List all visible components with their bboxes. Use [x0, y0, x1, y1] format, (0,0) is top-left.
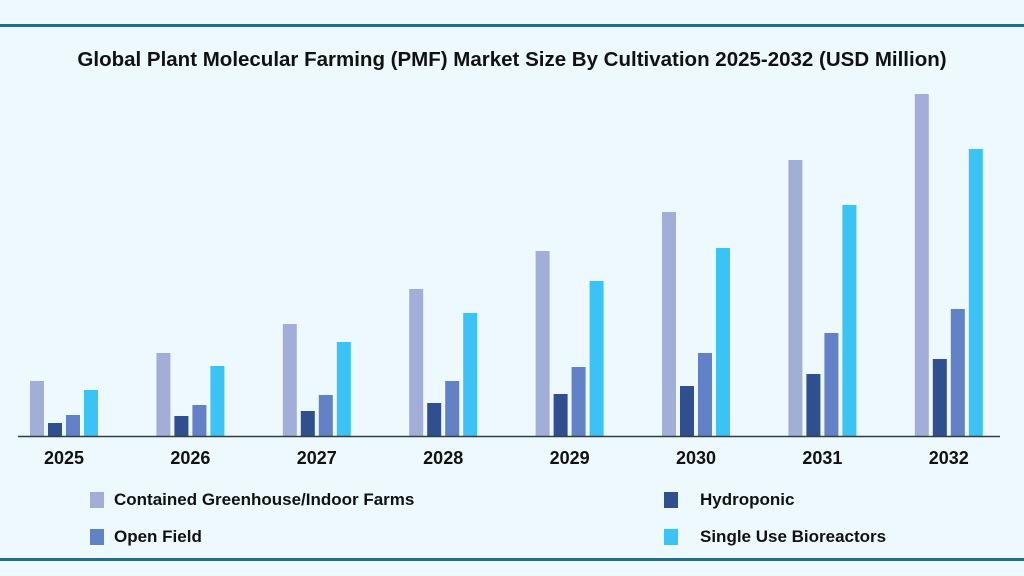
x-tick-label: 2029: [550, 448, 590, 468]
bar-2032-1: [932, 359, 947, 436]
top-border: [0, 24, 1024, 27]
bar-2032-2: [950, 309, 965, 436]
bar-2026-0: [156, 353, 171, 436]
bar-2030-1: [680, 386, 694, 436]
bar-2026-2: [192, 405, 207, 436]
legend-swatch: [664, 529, 678, 545]
legend-swatch: [90, 492, 104, 508]
bar-2030-2: [698, 353, 712, 436]
bar-2025-1: [48, 423, 62, 436]
bar-2027-1: [300, 411, 315, 436]
legend-swatch: [90, 529, 104, 545]
x-tick-label: 2028: [423, 448, 463, 468]
legend-swatch: [664, 492, 678, 508]
bar-2029-1: [553, 394, 568, 436]
x-tick-label: 2032: [929, 448, 969, 468]
bar-2031-1: [806, 374, 821, 436]
bar-2031-2: [824, 333, 839, 436]
bar-2027-2: [318, 395, 333, 436]
bar-2028-2: [445, 381, 460, 436]
bar-2029-2: [571, 367, 586, 436]
legend-item-greenhouse: Contained Greenhouse/Indoor Farms: [90, 490, 414, 510]
bar-2026-3: [210, 366, 225, 436]
legend-label: Open Field: [114, 527, 202, 546]
x-tick-label: 2030: [676, 448, 716, 468]
legend-label: Single Use Bioreactors: [700, 527, 887, 546]
bar-2028-0: [409, 289, 424, 436]
chart-title: Global Plant Molecular Farming (PMF) Mar…: [77, 48, 947, 71]
x-tick-label: 2026: [170, 448, 210, 468]
bar-2025-0: [30, 381, 44, 436]
bar-2031-3: [842, 205, 857, 436]
legend-label: Contained Greenhouse/Indoor Farms: [114, 490, 415, 509]
x-tick-label: 2031: [802, 448, 842, 468]
bar-2025-3: [84, 390, 98, 436]
x-tick-label: 2025: [44, 448, 84, 468]
bar-2028-1: [427, 403, 442, 436]
legend-label: Hydroponic: [700, 490, 795, 509]
bar-2029-3: [589, 281, 604, 436]
bar-2032-0: [914, 94, 929, 436]
bar-2028-3: [463, 313, 478, 436]
bar-2031-0: [788, 160, 803, 436]
bar-2030-3: [716, 248, 730, 436]
bottom-border: [0, 558, 1024, 561]
bar-2026-1: [174, 416, 189, 436]
bar-2027-3: [336, 342, 351, 436]
x-tick-label: 2027: [297, 448, 337, 468]
bar-2025-2: [66, 415, 80, 436]
bar-2027-0: [282, 324, 297, 436]
bar-2029-0: [535, 251, 550, 436]
bar-2032-3: [968, 149, 983, 436]
bar-2030-0: [662, 212, 676, 436]
legend-item-hydroponic: Hydroponic: [664, 490, 794, 510]
legend-item-bioreactors: Single Use Bioreactors: [664, 527, 886, 547]
legend-item-open-field: Open Field: [90, 527, 202, 547]
